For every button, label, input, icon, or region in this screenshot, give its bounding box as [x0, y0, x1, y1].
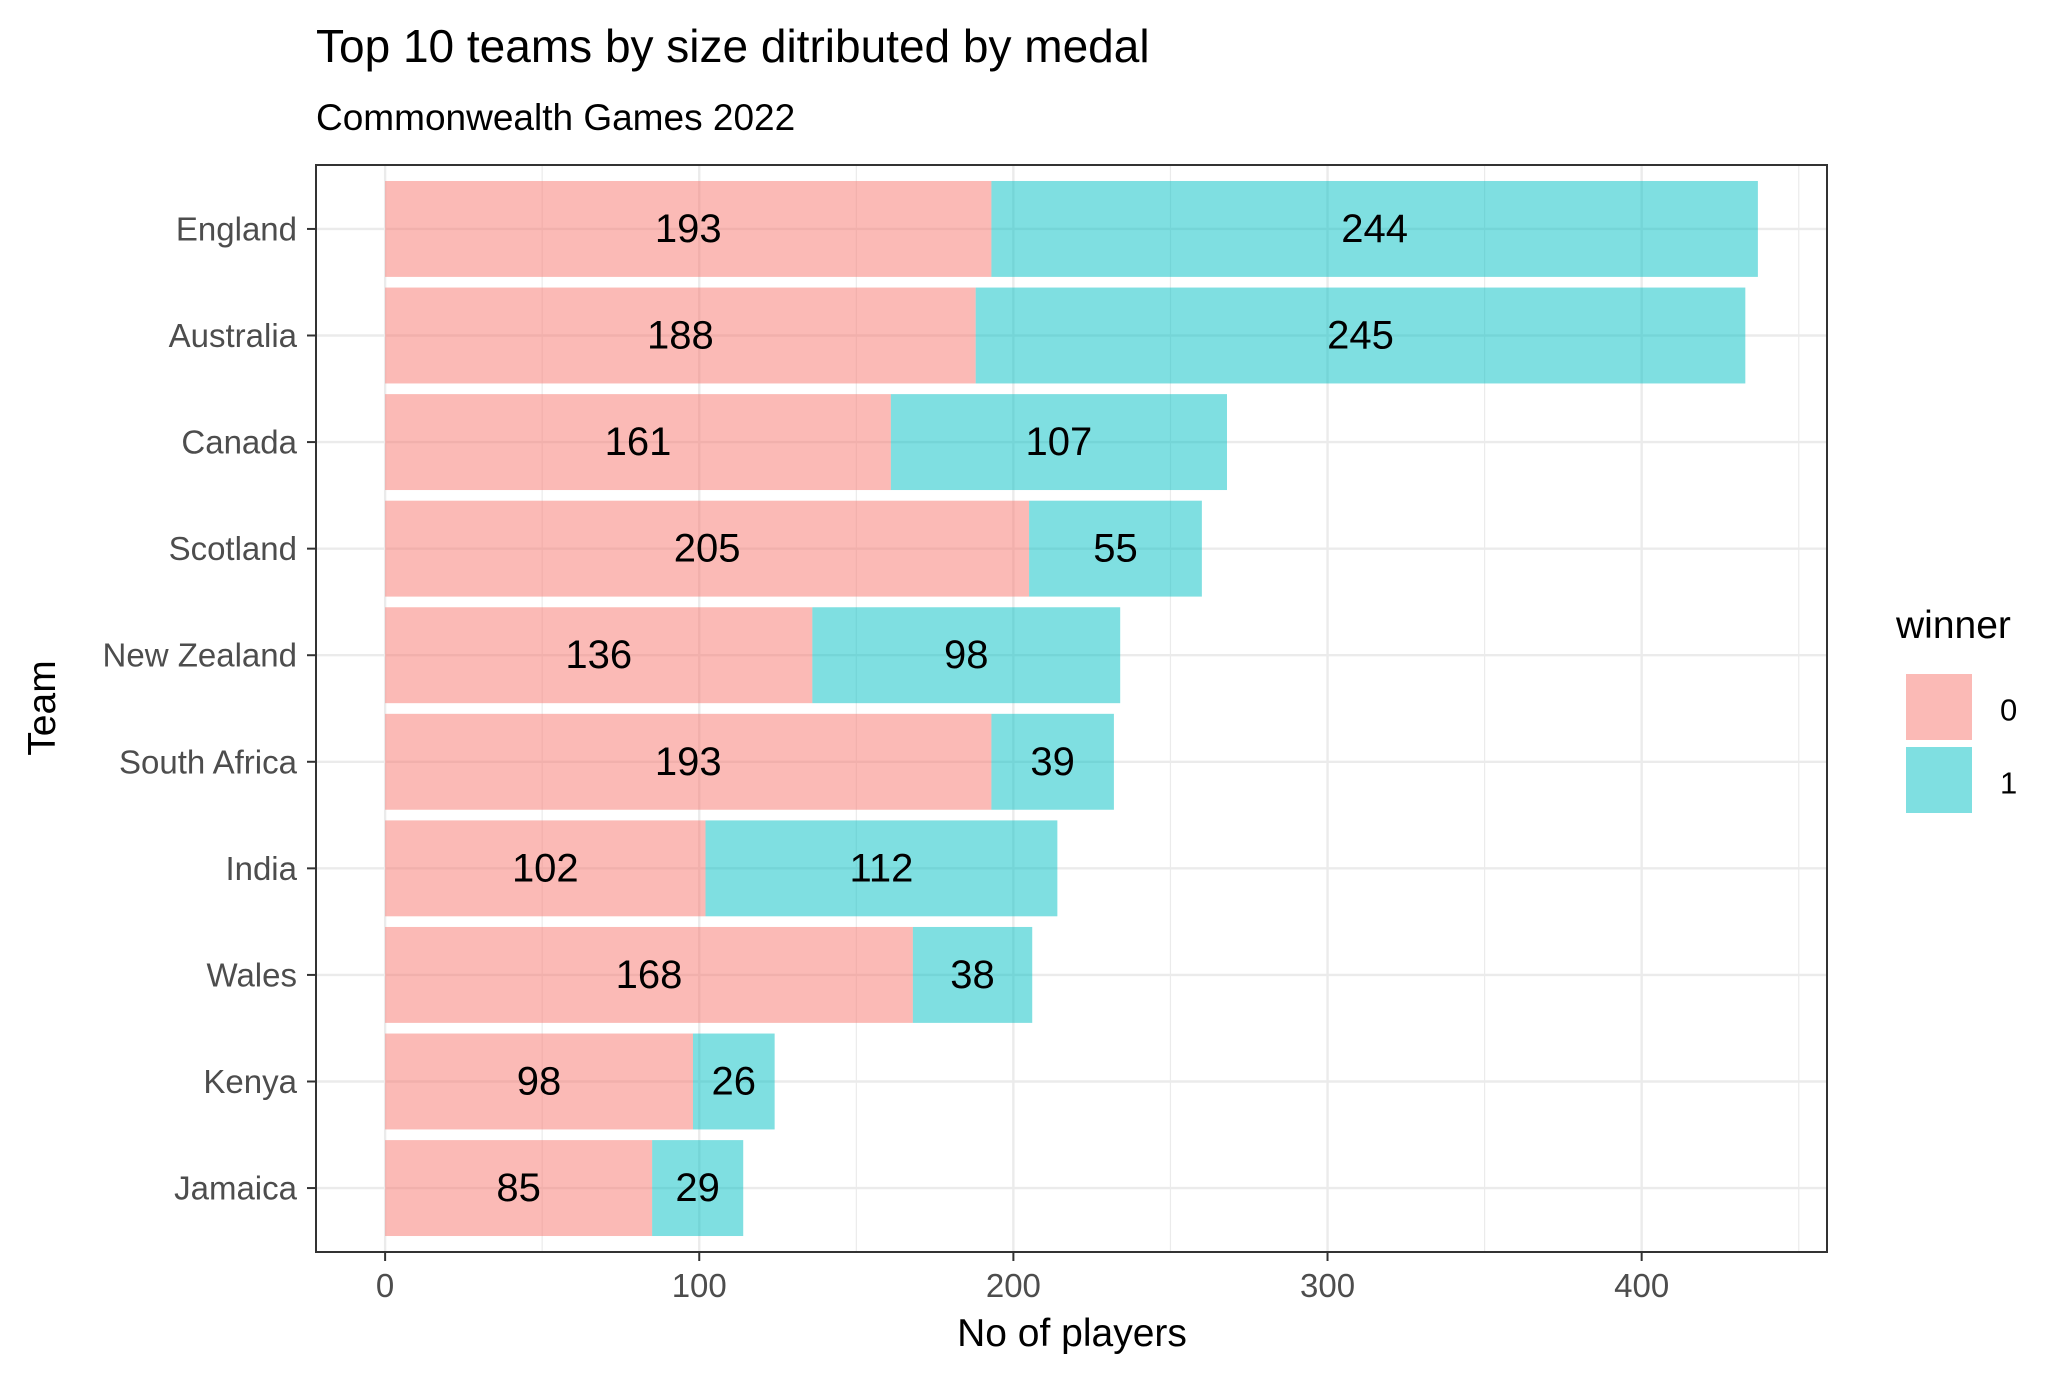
bar-label-new-zealand-winner-0: 136 [565, 633, 632, 677]
x-tick-label-1: 100 [672, 1267, 727, 1304]
y-tick-label-kenya: Kenya [203, 1063, 297, 1100]
bar-labels: 193 244 188 245 161 107 205 55 136 98 193 39 102 112 1… [496, 207, 1408, 1210]
y-tick-label-australia: Australia [169, 317, 298, 354]
legend-label-1: 1 [2000, 766, 2017, 801]
bar-label-india-winner-1: 112 [850, 846, 914, 890]
bar-label-canada-winner-1: 107 [1026, 420, 1093, 464]
x-axis: 0 100 200 300 400 [376, 1252, 1669, 1304]
bar-india-winner-0 [385, 820, 706, 917]
x-tick-label-2: 200 [986, 1267, 1041, 1304]
bar-england-winner-1 [991, 180, 1758, 277]
bar-kenya-winner-0 [385, 1033, 693, 1130]
bar-scotland-winner-1 [1029, 500, 1202, 597]
legend-key-0 [1906, 674, 1972, 740]
bar-label-scotland-winner-1: 55 [1093, 527, 1138, 571]
bar-canada-winner-0 [385, 394, 891, 491]
chart-title: Top 10 teams by size ditributed by medal [316, 20, 1150, 72]
bar-australia-winner-1 [975, 287, 1746, 384]
y-tick-label-india: India [225, 850, 297, 887]
bar-jamaica-winner-1 [652, 1140, 744, 1237]
bar-label-south-africa-winner-1: 39 [1030, 740, 1075, 784]
x-axis-title: No of players [957, 1312, 1187, 1355]
bar-label-england-winner-1: 244 [1341, 207, 1408, 251]
panel-border [315, 164, 1828, 1253]
bar-label-india-winner-0: 102 [512, 846, 579, 890]
bar-label-south-africa-winner-0: 193 [655, 740, 722, 784]
bar-label-scotland-winner-0: 205 [674, 527, 741, 571]
bar-label-australia-winner-0: 188 [647, 314, 714, 358]
bar-label-jamaica-winner-1: 29 [675, 1166, 720, 1210]
bar-label-kenya-winner-0: 98 [517, 1059, 562, 1103]
bar-south-africa-winner-0 [385, 713, 992, 810]
legend-key-1 [1906, 747, 1972, 813]
bar-wales-winner-0 [385, 926, 913, 1023]
legend-title: winner [1895, 604, 2011, 647]
bar-scotland-winner-0 [385, 500, 1030, 597]
y-tick-label-south-africa: South Africa [119, 743, 298, 780]
x-tick-label-4: 400 [1614, 1267, 1669, 1304]
bar-label-kenya-winner-1: 26 [712, 1059, 757, 1103]
y-tick-label-scotland: Scotland [169, 530, 297, 567]
bar-label-wales-winner-1: 38 [950, 953, 995, 997]
bar-south-africa-winner-1 [991, 713, 1114, 810]
y-tick-label-wales: Wales [207, 956, 297, 993]
bar-label-australia-winner-1: 245 [1327, 314, 1394, 358]
bar-new-zealand-winner-0 [385, 607, 813, 704]
bar-label-england-winner-0: 193 [655, 207, 722, 251]
y-axis: England Australia Canada Scotland New Zealan… [103, 210, 316, 1207]
bar-label-new-zealand-winner-1: 98 [944, 633, 989, 677]
y-tick-label-england: England [176, 210, 297, 247]
bar-england-winner-0 [385, 180, 992, 277]
bar-wales-winner-1 [912, 926, 1033, 1023]
bar-australia-winner-0 [385, 287, 976, 384]
bar-india-winner-1 [705, 820, 1058, 917]
legend-label-0: 0 [2000, 693, 2017, 728]
bars [385, 180, 1758, 1237]
y-tick-label-canada: Canada [181, 424, 297, 461]
bar-label-wales-winner-0: 168 [616, 953, 683, 997]
bar-label-jamaica-winner-0: 85 [496, 1166, 541, 1210]
y-axis-title: Team [21, 660, 64, 755]
legend: winner 0 1 [1895, 604, 2017, 813]
y-tick-label-new-zealand: New Zealand [103, 637, 297, 674]
bar-canada-winner-1 [890, 394, 1227, 491]
x-tick-label-3: 300 [1300, 1267, 1355, 1304]
x-tick-label-0: 0 [376, 1267, 394, 1304]
bar-kenya-winner-1 [692, 1033, 775, 1130]
bar-jamaica-winner-0 [385, 1140, 653, 1237]
bar-label-canada-winner-0: 161 [605, 420, 672, 464]
bar-new-zealand-winner-1 [812, 607, 1121, 704]
y-tick-label-jamaica: Jamaica [174, 1170, 298, 1207]
chart-subtitle: Commonwealth Games 2022 [316, 97, 795, 138]
